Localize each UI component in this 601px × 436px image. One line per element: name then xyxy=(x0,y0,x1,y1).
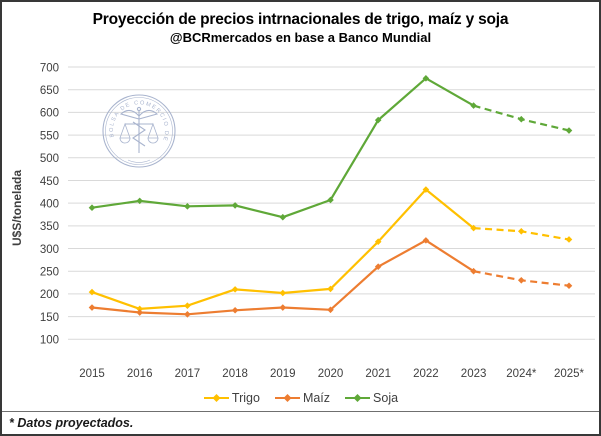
series-line-soja xyxy=(91,76,475,219)
data-point-maiz xyxy=(374,263,382,270)
series-line-trigo xyxy=(91,187,475,311)
legend-label-maiz: Maíz xyxy=(302,391,331,405)
x-tick-label: 2017 xyxy=(175,368,201,380)
legend-label-trigo: Trigo xyxy=(231,391,260,405)
y-tick-label: 700 xyxy=(40,62,59,74)
series-line-trigo-projected xyxy=(473,227,570,241)
maiz-line-marker-icon xyxy=(274,394,300,402)
watermark-outer-circle xyxy=(102,94,176,168)
x-tick-label: 2019 xyxy=(270,368,296,380)
series-line-maiz xyxy=(91,239,475,316)
data-point-soja xyxy=(136,197,143,205)
data-point-maiz xyxy=(470,267,477,275)
x-tick-label: 2016 xyxy=(127,368,153,380)
data-point-maiz xyxy=(518,277,525,284)
y-tick-label: 350 xyxy=(40,221,59,233)
y-tick-label: 500 xyxy=(40,153,59,165)
data-point-soja xyxy=(518,115,525,123)
y-tick-label: 300 xyxy=(40,244,59,256)
chart-subtitle: @BCRmercados en base a Banco Mundial xyxy=(169,30,432,45)
y-axis-title: U$S/tonelada xyxy=(10,170,24,246)
grid-layer: 100 150 200 250 300 350 400 450 500 550 600 650 700 2… xyxy=(40,62,595,380)
y-tick-label: 250 xyxy=(40,267,59,279)
y-tick-label: 400 xyxy=(40,198,59,210)
data-point-soja xyxy=(231,202,239,209)
data-point-maiz xyxy=(279,304,287,311)
y-tick-label: 550 xyxy=(40,130,59,142)
legend-item-maiz: Maíz xyxy=(274,391,330,405)
data-point-soja xyxy=(565,127,573,134)
y-tick-label: 150 xyxy=(40,312,59,324)
data-point-soja xyxy=(470,102,477,109)
data-point-trigo xyxy=(374,238,382,246)
data-point-maiz xyxy=(565,282,573,290)
data-point-soja xyxy=(327,196,334,204)
y-tick-label: 600 xyxy=(40,108,59,120)
x-tick-label: 2023 xyxy=(461,368,487,380)
data-point-trigo xyxy=(565,236,573,243)
data-point-trigo xyxy=(231,286,239,293)
data-point-maiz xyxy=(231,306,239,314)
series-layer xyxy=(88,75,573,318)
data-point-soja xyxy=(184,203,191,210)
series-line-maiz-projected xyxy=(473,270,570,287)
chart-title: Proyección de precios intrnacionales de … xyxy=(92,11,509,28)
data-point-trigo xyxy=(518,227,525,235)
trigo-line-marker-icon xyxy=(203,394,229,402)
data-point-soja xyxy=(422,75,430,82)
data-point-maiz xyxy=(327,306,334,314)
data-point-trigo xyxy=(327,285,334,293)
y-tick-label: 450 xyxy=(40,176,59,188)
legend-label-soja: Soja xyxy=(373,391,399,405)
data-point-soja xyxy=(279,213,287,221)
x-tick-label: 2025* xyxy=(554,368,585,380)
soja-line-marker-icon xyxy=(345,394,371,402)
x-tick-label: 2015 xyxy=(79,368,105,380)
x-tick-label: 2022 xyxy=(413,368,439,380)
x-tick-label: 2021 xyxy=(365,368,391,380)
y-tick-label: 650 xyxy=(40,85,59,97)
watermark-inner-circle xyxy=(105,97,173,165)
data-point-maiz xyxy=(136,309,143,316)
data-point-trigo xyxy=(279,289,287,297)
data-point-soja xyxy=(374,116,382,124)
data-point-maiz xyxy=(88,304,96,311)
data-point-trigo xyxy=(470,224,477,232)
chart-legend: Trigo Maíz Soja xyxy=(2,391,599,405)
data-point-maiz xyxy=(422,237,430,244)
footer-separator xyxy=(2,411,599,412)
legend-item-soja: Soja xyxy=(344,391,398,405)
y-tick-label: 100 xyxy=(40,335,59,347)
series-line-soja-projected xyxy=(473,104,570,132)
projected-data-note: * Datos proyectados. xyxy=(9,416,134,430)
data-point-trigo xyxy=(422,186,430,193)
data-point-soja xyxy=(88,204,96,211)
data-point-trigo xyxy=(184,302,191,310)
data-point-maiz xyxy=(184,311,191,318)
caduceus-scales-icon xyxy=(119,106,159,163)
legend-item-trigo: Trigo xyxy=(203,391,260,405)
y-tick-label: 200 xyxy=(40,289,59,301)
x-tick-label: 2020 xyxy=(318,368,344,380)
x-tick-label: 2024* xyxy=(506,368,537,380)
x-tick-label: 2018 xyxy=(222,368,248,380)
data-point-trigo xyxy=(136,305,143,313)
data-point-trigo xyxy=(88,288,96,296)
